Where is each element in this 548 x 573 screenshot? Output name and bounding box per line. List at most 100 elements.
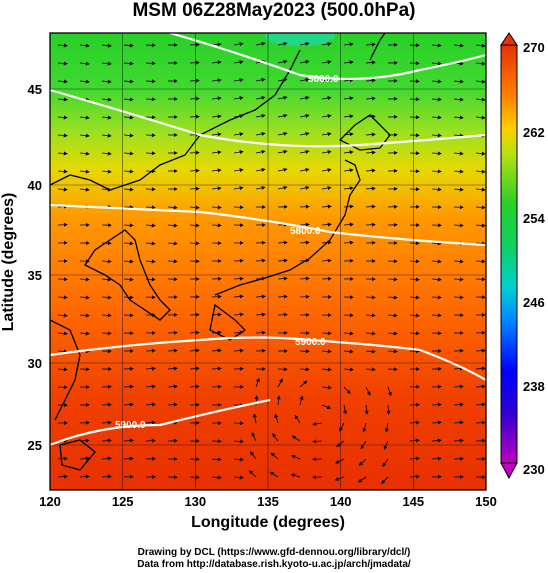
cb-tick-230: 230 — [523, 462, 545, 477]
wind-arrow — [299, 131, 310, 136]
wind-arrow — [431, 313, 442, 318]
wind-arrow — [211, 114, 222, 119]
wind-arrow — [475, 115, 486, 120]
wind-arrow — [79, 43, 90, 48]
wind-arrow — [431, 438, 442, 443]
wind-arrow — [277, 131, 288, 136]
x-tick-120: 120 — [39, 494, 61, 509]
wind-arrow — [211, 186, 222, 191]
contour-label-5900a: 5900.0 — [295, 337, 326, 348]
wind-arrow — [269, 471, 279, 478]
wind-arrow — [277, 41, 288, 46]
wind-arrow — [233, 168, 244, 173]
wind-arrow — [365, 186, 376, 191]
wind-arrow — [312, 421, 323, 426]
wind-arrow — [299, 380, 308, 388]
wind-arrow — [343, 150, 354, 155]
wind-arrow — [167, 384, 178, 389]
x-axis-label: Longitude (degrees) — [191, 514, 345, 531]
wind-arrow — [79, 313, 90, 318]
wind-arrow — [57, 133, 68, 138]
wind-arrow — [299, 77, 310, 82]
wind-arrow — [211, 223, 222, 228]
wind-arrow — [79, 456, 90, 461]
wind-arrow — [453, 133, 464, 138]
wind-arrow — [248, 470, 257, 478]
wind-arrow — [453, 420, 464, 425]
wind-arrow — [299, 41, 310, 46]
wind-arrow — [189, 150, 200, 155]
wind-arrow — [255, 77, 266, 82]
wind-arrow — [79, 277, 90, 282]
wind-arrow — [252, 413, 257, 424]
wind-arrow — [431, 169, 442, 174]
wind-arrow — [475, 97, 486, 102]
wind-arrow — [277, 240, 288, 245]
wind-arrow — [57, 79, 68, 84]
wind-arrow — [233, 150, 244, 155]
wind-arrow — [57, 349, 68, 354]
wind-arrow — [343, 168, 354, 173]
wind-arrow — [277, 294, 288, 299]
wind-arrow — [255, 149, 266, 154]
wind-arrow — [365, 367, 376, 372]
wind-arrow — [431, 295, 442, 300]
wind-arrow — [189, 384, 200, 389]
wind-arrow — [277, 185, 288, 190]
wind-arrow — [409, 295, 420, 300]
wind-arrow — [475, 169, 486, 174]
wind-arrow — [431, 420, 442, 425]
wind-arrow — [365, 150, 376, 155]
wind-arrow — [57, 313, 68, 318]
wind-arrow — [270, 452, 279, 460]
wind-arrow — [475, 366, 486, 371]
wind-arrow — [57, 115, 68, 120]
wind-arrow — [255, 185, 266, 190]
y-axis: 25 30 35 40 45 — [28, 82, 42, 453]
wind-arrow — [211, 132, 222, 137]
wind-arrow — [57, 187, 68, 192]
wind-arrow — [123, 420, 134, 425]
wind-arrow — [167, 366, 178, 371]
wind-arrow — [431, 456, 442, 461]
wind-arrow — [255, 131, 266, 136]
wind-arrow — [233, 276, 244, 281]
wind-arrow — [211, 457, 222, 462]
wind-arrow — [343, 331, 354, 336]
x-tick-140: 140 — [330, 494, 352, 509]
wind-arrow — [409, 438, 420, 443]
wind-arrow — [277, 77, 288, 82]
wind-arrow — [123, 259, 134, 264]
wind-arrow — [233, 96, 244, 101]
wind-arrow — [453, 277, 464, 282]
wind-arrow — [365, 60, 376, 65]
wind-arrow — [189, 366, 200, 371]
wind-arrow — [189, 186, 200, 191]
wind-arrow — [431, 43, 442, 48]
wind-arrow — [123, 223, 134, 228]
wind-arrow — [475, 61, 486, 66]
wind-arrow — [211, 366, 222, 371]
wind-arrow — [145, 259, 156, 264]
contour-label-5900b: 5900.0 — [115, 420, 146, 431]
wind-arrow — [387, 331, 398, 336]
wind-arrow — [321, 150, 332, 155]
wind-arrow — [233, 439, 244, 444]
wind-arrow — [123, 97, 134, 102]
wind-arrow — [272, 433, 279, 442]
wind-arrow — [321, 96, 332, 101]
wind-arrow — [123, 169, 134, 174]
wind-arrow — [365, 78, 376, 83]
wind-arrow — [255, 258, 266, 263]
wind-arrow — [79, 133, 90, 138]
wind-arrow — [145, 241, 156, 246]
wind-arrow — [211, 294, 222, 299]
wind-arrow — [475, 384, 486, 389]
wind-arrow — [233, 186, 244, 191]
wind-arrow — [321, 404, 332, 409]
x-tick-145: 145 — [402, 494, 424, 509]
wind-arrow — [145, 223, 156, 228]
wind-arrow — [387, 386, 392, 397]
x-tick-130: 130 — [184, 494, 206, 509]
wind-arrow — [431, 115, 442, 120]
